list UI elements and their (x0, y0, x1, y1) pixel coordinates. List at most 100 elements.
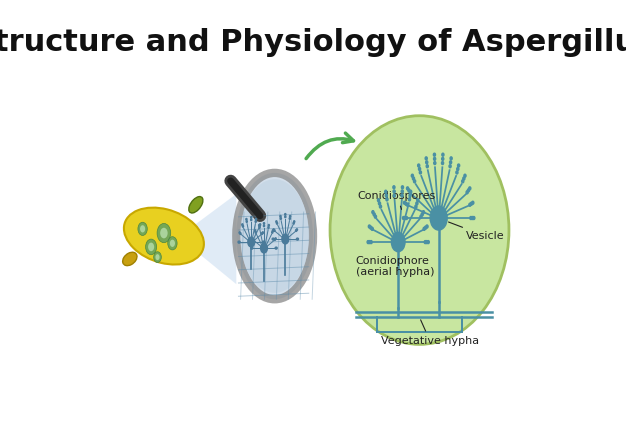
Circle shape (259, 226, 260, 227)
Text: Conidiospores: Conidiospores (357, 191, 436, 209)
Circle shape (170, 240, 175, 247)
Circle shape (246, 220, 247, 222)
FancyArrowPatch shape (306, 133, 354, 159)
Circle shape (464, 174, 466, 177)
Circle shape (272, 232, 273, 233)
Circle shape (168, 237, 177, 250)
Circle shape (248, 237, 255, 247)
Circle shape (255, 232, 256, 233)
Text: Conidiophore
(aerial hypha): Conidiophore (aerial hypha) (356, 256, 434, 277)
Circle shape (449, 161, 452, 164)
Ellipse shape (124, 208, 204, 265)
Circle shape (425, 157, 428, 160)
Circle shape (404, 217, 406, 220)
Circle shape (442, 157, 444, 160)
Circle shape (157, 223, 171, 243)
Circle shape (259, 227, 260, 229)
Circle shape (393, 194, 396, 197)
Circle shape (276, 247, 277, 249)
Circle shape (282, 234, 289, 244)
Circle shape (263, 241, 264, 243)
Circle shape (401, 190, 403, 193)
Circle shape (285, 214, 286, 215)
Circle shape (275, 247, 276, 249)
Circle shape (373, 213, 375, 216)
Circle shape (430, 206, 447, 230)
Circle shape (434, 157, 436, 160)
Circle shape (379, 202, 381, 205)
Circle shape (391, 232, 405, 252)
Circle shape (260, 243, 267, 253)
Circle shape (471, 217, 473, 220)
Circle shape (138, 222, 147, 235)
Circle shape (255, 220, 256, 222)
Circle shape (384, 190, 387, 193)
Circle shape (457, 167, 459, 170)
Circle shape (408, 189, 410, 192)
Circle shape (370, 240, 372, 244)
Circle shape (415, 205, 417, 208)
Circle shape (285, 216, 286, 218)
Circle shape (295, 230, 297, 232)
Circle shape (473, 217, 475, 220)
Circle shape (280, 215, 281, 217)
Circle shape (411, 174, 413, 177)
Circle shape (289, 215, 290, 217)
Circle shape (404, 201, 406, 204)
Circle shape (250, 217, 252, 218)
Circle shape (450, 157, 452, 160)
Circle shape (369, 240, 371, 244)
Circle shape (371, 227, 373, 230)
Circle shape (160, 228, 168, 238)
Circle shape (246, 218, 247, 220)
Circle shape (462, 180, 464, 183)
Circle shape (255, 218, 257, 220)
Ellipse shape (240, 179, 309, 293)
Circle shape (155, 254, 160, 260)
Circle shape (275, 238, 276, 240)
Circle shape (419, 167, 421, 170)
Circle shape (293, 223, 294, 224)
Circle shape (240, 233, 241, 234)
Circle shape (409, 191, 411, 194)
Circle shape (420, 215, 422, 218)
Circle shape (466, 191, 468, 194)
Ellipse shape (189, 197, 203, 213)
Circle shape (273, 229, 274, 231)
Circle shape (368, 225, 371, 228)
Circle shape (289, 218, 290, 219)
Circle shape (297, 238, 299, 240)
Circle shape (421, 213, 423, 216)
Circle shape (419, 171, 421, 174)
Circle shape (449, 165, 451, 168)
Circle shape (374, 215, 376, 218)
Circle shape (426, 240, 428, 244)
Circle shape (148, 243, 154, 251)
Circle shape (370, 226, 372, 229)
Circle shape (433, 153, 436, 156)
Circle shape (264, 223, 265, 224)
Circle shape (264, 225, 265, 227)
Circle shape (367, 240, 369, 244)
Circle shape (469, 203, 471, 206)
Circle shape (470, 217, 472, 220)
Circle shape (413, 177, 414, 180)
Circle shape (423, 227, 425, 230)
Circle shape (262, 241, 264, 243)
Circle shape (463, 177, 465, 180)
Circle shape (146, 239, 156, 255)
Ellipse shape (330, 116, 509, 344)
Circle shape (405, 202, 407, 205)
Circle shape (423, 211, 424, 214)
Circle shape (268, 227, 269, 229)
Circle shape (250, 219, 252, 220)
Circle shape (426, 165, 428, 168)
Circle shape (426, 161, 428, 164)
Circle shape (272, 238, 274, 240)
Circle shape (252, 239, 254, 240)
Circle shape (273, 238, 274, 240)
Circle shape (274, 230, 275, 232)
Circle shape (417, 199, 419, 202)
Circle shape (385, 194, 387, 197)
Circle shape (239, 232, 240, 234)
